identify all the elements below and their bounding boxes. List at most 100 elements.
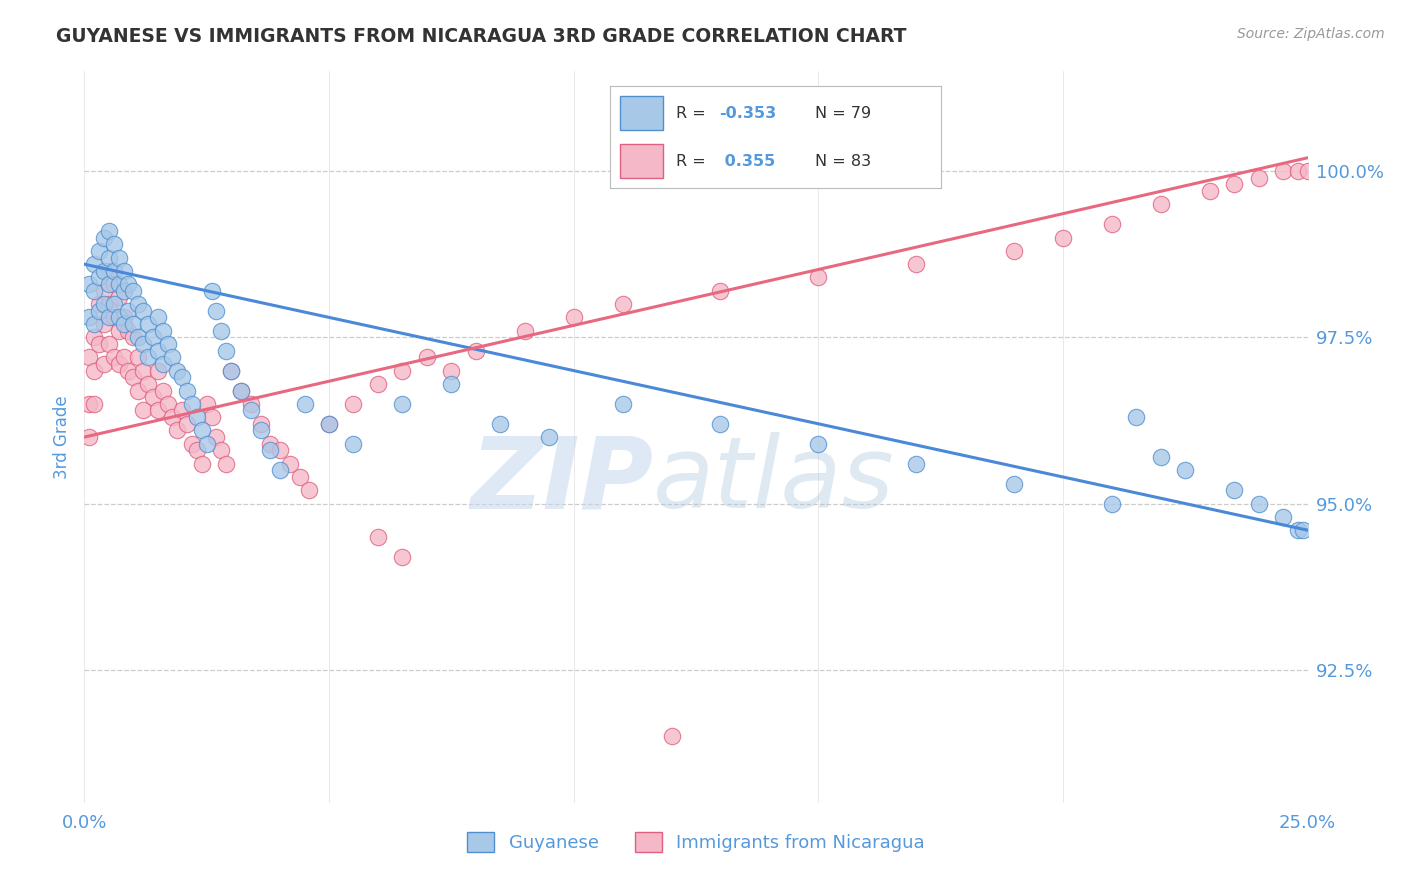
Point — [93, 284, 115, 298]
Point — [181, 397, 204, 411]
Point — [117, 303, 139, 318]
Point — [239, 397, 262, 411]
Point — [278, 457, 301, 471]
Point — [93, 264, 115, 278]
Point — [342, 436, 364, 450]
Point — [83, 330, 105, 344]
Point — [367, 376, 389, 391]
Point — [1296, 164, 1319, 178]
Point — [87, 303, 110, 318]
Point — [186, 443, 208, 458]
Point — [1272, 164, 1295, 178]
Point — [77, 277, 100, 292]
Point — [513, 324, 536, 338]
Point — [87, 337, 110, 351]
Point — [87, 244, 110, 258]
Point — [122, 284, 145, 298]
Point — [1002, 244, 1025, 258]
Point — [83, 257, 105, 271]
Point — [83, 397, 105, 411]
Point — [249, 417, 271, 431]
Point — [103, 277, 125, 292]
Point — [215, 343, 238, 358]
Point — [117, 277, 139, 292]
Point — [77, 430, 100, 444]
Point — [136, 376, 159, 391]
Point — [162, 410, 184, 425]
Point — [127, 351, 149, 365]
Point — [97, 224, 120, 238]
Point — [1052, 230, 1074, 244]
Point — [103, 297, 125, 311]
Point — [318, 417, 340, 431]
Point — [172, 370, 194, 384]
Point — [440, 376, 463, 391]
Point — [97, 277, 120, 292]
Point — [464, 343, 486, 358]
Point — [146, 343, 169, 358]
Point — [1101, 497, 1123, 511]
Text: GUYANESE VS IMMIGRANTS FROM NICARAGUA 3RD GRADE CORRELATION CHART: GUYANESE VS IMMIGRANTS FROM NICARAGUA 3R… — [56, 27, 907, 45]
Point — [200, 284, 222, 298]
Point — [103, 264, 125, 278]
Point — [1272, 509, 1295, 524]
Point — [489, 417, 512, 431]
Point — [1125, 410, 1147, 425]
Point — [195, 436, 218, 450]
Point — [1174, 463, 1197, 477]
Point — [1223, 483, 1246, 498]
Point — [612, 297, 634, 311]
Point — [83, 317, 105, 331]
Point — [905, 457, 928, 471]
Point — [1101, 217, 1123, 231]
Point — [1002, 476, 1025, 491]
Point — [156, 337, 179, 351]
Point — [709, 417, 731, 431]
Point — [132, 363, 155, 377]
Point — [122, 317, 145, 331]
Point — [1223, 178, 1246, 192]
Point — [416, 351, 439, 365]
Point — [269, 443, 291, 458]
Point — [191, 457, 214, 471]
Point — [146, 310, 169, 325]
Point — [391, 397, 413, 411]
Point — [195, 397, 218, 411]
Point — [87, 297, 110, 311]
Point — [107, 277, 129, 292]
Point — [342, 397, 364, 411]
Point — [209, 443, 232, 458]
Point — [807, 436, 830, 450]
Point — [1150, 197, 1173, 211]
Point — [905, 257, 928, 271]
Point — [93, 230, 115, 244]
Point — [176, 384, 198, 398]
Point — [112, 264, 135, 278]
Point — [1247, 170, 1270, 185]
Point — [186, 410, 208, 425]
Point — [132, 303, 155, 318]
Point — [1150, 450, 1173, 464]
Point — [205, 303, 228, 318]
Point — [146, 363, 169, 377]
Point — [97, 251, 120, 265]
Point — [166, 424, 188, 438]
Point — [709, 284, 731, 298]
Point — [103, 310, 125, 325]
Point — [205, 430, 228, 444]
Point — [107, 310, 129, 325]
Point — [117, 363, 139, 377]
Point — [142, 390, 165, 404]
Point — [112, 310, 135, 325]
Point — [181, 436, 204, 450]
Text: atlas: atlas — [654, 433, 894, 530]
Point — [259, 436, 281, 450]
Point — [97, 297, 120, 311]
Point — [318, 417, 340, 431]
Point — [112, 284, 135, 298]
Point — [156, 397, 179, 411]
Point — [807, 270, 830, 285]
Point — [122, 370, 145, 384]
Point — [112, 351, 135, 365]
Point — [298, 483, 321, 498]
